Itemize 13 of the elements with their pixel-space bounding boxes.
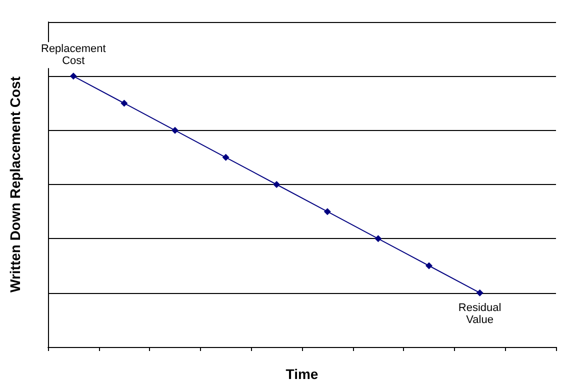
point — [273, 181, 280, 188]
text: Replacement Cost — [40, 43, 106, 68]
point — [476, 289, 484, 296]
point — [426, 262, 432, 270]
x-axis-title: Time — [286, 366, 318, 382]
y-axis-title: Written Down Replacement Cost — [7, 76, 23, 292]
point — [324, 208, 331, 216]
point — [222, 154, 230, 161]
point — [120, 100, 128, 107]
point — [374, 235, 382, 242]
point — [70, 72, 77, 80]
annotation: Residual Value — [458, 302, 502, 326]
point — [172, 126, 178, 134]
